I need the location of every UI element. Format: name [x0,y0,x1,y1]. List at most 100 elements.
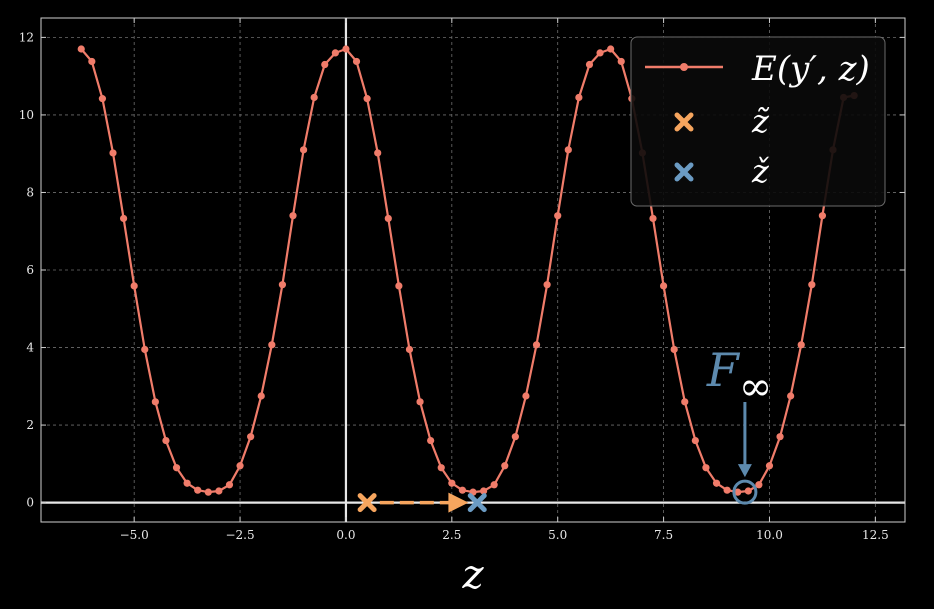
data-point [681,398,689,406]
data-point [458,486,467,494]
data-point [765,462,774,470]
z-check-marker-stroke-b [467,493,487,513]
arrow-head [448,492,469,513]
data-point [247,433,255,441]
data-point [88,57,96,66]
data-point [511,433,519,441]
marker-layer [357,492,487,513]
data-point [575,93,583,102]
data-point [77,45,85,53]
data-point [522,392,530,400]
data-point [215,487,223,495]
data-point [564,146,572,154]
reference-lines [41,18,905,522]
legend-label-z-check: ž [751,152,770,190]
data-point [183,479,191,487]
data-point [299,146,308,154]
data-point [744,487,752,495]
minimum-circle [732,479,758,505]
data-point [321,60,329,69]
data-point [427,436,435,445]
data-point [691,436,699,445]
z-tilde-marker-stroke-b [357,493,377,513]
data-point [755,481,763,489]
data-point [818,212,827,220]
data-point [162,436,170,445]
legend: E(y′, z) z̃ ž [630,36,886,207]
y-tick-label: 8 [26,185,34,199]
data-point [649,214,657,223]
data-point [448,479,456,487]
data-point [331,49,339,57]
data-point [554,212,562,220]
data-point [194,486,202,494]
data-point [236,462,244,470]
data-point [797,341,805,349]
y-tick-label: 2 [26,418,34,432]
f-infinity-label: F [706,343,741,397]
legend-point-swatch [680,63,688,71]
data-point [670,345,678,354]
data-point [437,464,445,472]
x-tick-label: −2.5 [225,528,254,542]
z-check-marker [467,493,487,513]
data-point [596,49,604,57]
data-point [617,57,625,66]
data-point [342,45,350,53]
data-point [501,462,509,470]
legend-label-z-tilde: z̃ [751,102,770,140]
data-point [363,95,371,103]
data-point [172,464,181,472]
z-tilde-marker [357,493,377,513]
y-tick-label: 4 [26,341,34,355]
data-point [374,149,382,157]
annotation-layer: F ∞ [706,343,772,505]
data-point [723,486,731,494]
data-point [119,214,128,223]
series-layer [77,45,858,496]
data-point [776,433,784,441]
data-point [352,57,361,66]
x-tick-label: 5.0 [548,528,567,542]
data-point [416,398,424,406]
y-tick-label: 6 [26,263,34,277]
data-point [268,341,276,349]
f-infinity-subscript: ∞ [739,364,772,410]
data-point [712,479,721,487]
x-tick-label: 12.5 [862,528,889,542]
data-point [310,93,318,102]
data-point [141,345,149,354]
data-point [808,281,816,289]
x-tick-label: 2.5 [442,528,461,542]
data-point [289,212,297,220]
data-point [405,345,414,354]
data-point [98,95,107,103]
data-point [702,464,710,472]
x-tick-label: 7.5 [654,528,673,542]
x-tick-label: −5.0 [120,528,149,542]
legend-marker-stroke-b [674,162,694,182]
data-point [490,481,498,489]
x-tick-label: 0.0 [336,528,355,542]
ticks: −5.0 −2.5 0.0 2.5 5.0 7.5 10.0 12.5 0 2 4 6 8 10 12 [19,18,905,542]
data-point [395,282,403,290]
data-point [204,488,212,496]
data-point [225,481,234,489]
data-point [734,488,742,496]
annotation-arrow-head [737,464,752,478]
x-tick-label: 10.0 [756,528,783,542]
data-point [384,214,392,223]
data-point [659,282,668,290]
data-point [532,341,541,349]
x-axis-label: z [461,552,484,598]
legend-box [630,36,886,207]
data-point [543,281,551,289]
legend-marker-stroke-b [674,112,694,132]
data-point [130,282,138,290]
legend-label-energy: E(y′, z) [751,49,870,89]
y-tick-label: 0 [26,496,34,510]
data-point [257,392,265,400]
data-point [479,487,488,495]
data-point [109,149,117,157]
